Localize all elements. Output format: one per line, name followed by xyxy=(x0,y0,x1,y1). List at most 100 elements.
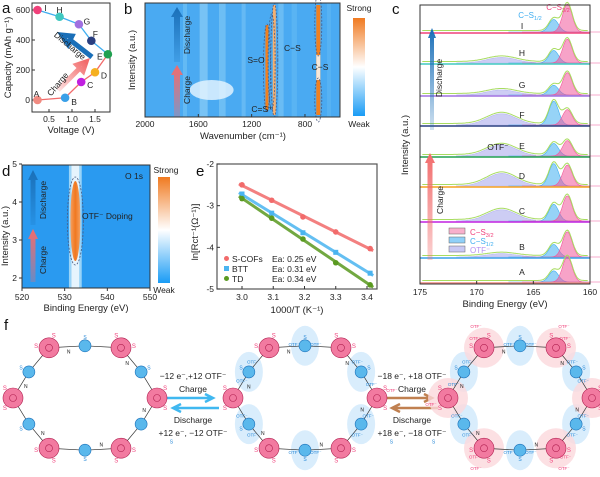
legend-label-TD: TD xyxy=(232,274,243,284)
y-axis-label: Capacity (mAh g⁻¹) xyxy=(3,17,14,99)
otf-label: OTF⁻ xyxy=(236,378,248,383)
colorbar-max-label: Strong xyxy=(153,165,178,175)
step2-discharge-arrow xyxy=(389,402,438,414)
benzotrithiophene-unit-pink xyxy=(38,337,60,359)
benzotrithiophene-unit-pink xyxy=(437,387,459,409)
fit-envelope-H xyxy=(422,36,588,62)
data-point-BTT xyxy=(300,230,306,236)
sulfur-label: S xyxy=(383,406,387,412)
heatmap-stripe xyxy=(291,3,297,117)
benzotrithiophene-unit-pink xyxy=(581,387,600,409)
thiophene-unit-blue xyxy=(242,417,256,431)
benzotrithiophene-unit-pink xyxy=(473,437,495,459)
thiophene-unit-blue xyxy=(78,339,92,353)
legend-label: C−S1/2 xyxy=(470,237,494,248)
x-tick-label: 1.0 xyxy=(66,114,78,124)
y-tick-label: 5 xyxy=(12,159,17,169)
panel-c-xps-s2p: IHGFEDCBAC−S3/2C−S1/2OTF⁻DischargeCharge… xyxy=(400,1,600,310)
otf-label: OTF⁻ xyxy=(558,324,570,329)
legend-marker xyxy=(224,266,229,271)
sulfur-label: S xyxy=(438,386,442,392)
sulfur-label: S xyxy=(83,335,87,341)
discharge-label: Discharge xyxy=(434,59,444,98)
heatmap-stripe xyxy=(199,3,208,117)
data-point-S-COFs xyxy=(332,229,339,235)
fit-envelope-C xyxy=(422,193,588,220)
data-point-I xyxy=(33,5,42,15)
otf-label: OTF⁻ xyxy=(525,450,537,455)
sulfur-label: S xyxy=(598,406,600,412)
state-label-C: C xyxy=(519,206,525,216)
nitrogen-label: N xyxy=(99,443,103,449)
state-label-F: F xyxy=(519,110,524,120)
sulfur-label: S xyxy=(3,406,7,412)
band-label-so: S=O xyxy=(247,55,265,65)
benzotrithiophene-unit-pink xyxy=(330,437,352,459)
data-point-S-COFs xyxy=(367,245,373,252)
y-tick-label: -5 xyxy=(206,284,214,294)
sulfur-label: S xyxy=(3,386,7,392)
sulfur-label: S xyxy=(518,457,522,463)
benzene-core xyxy=(480,343,488,352)
peak-cs32-C xyxy=(522,195,600,222)
plot-frame xyxy=(216,163,378,290)
otf-label: OTF⁻ xyxy=(363,414,375,419)
sulfur-label: S xyxy=(132,344,136,350)
sulfur-label: S xyxy=(598,386,600,392)
otf-label: OTF⁻ xyxy=(525,342,537,347)
band-label-cs-plus: C=S⁺ xyxy=(251,104,273,114)
benzotrithiophene-unit-pink xyxy=(330,337,352,359)
peak-otf-E xyxy=(455,144,536,157)
otf-label: OTF⁻ xyxy=(462,360,474,365)
colorbar-max-label: Strong xyxy=(346,3,371,13)
data-point-BTT xyxy=(333,249,339,255)
heatmap-stripe xyxy=(326,3,331,117)
peak-label-cs32: C−S3/2 xyxy=(546,3,570,14)
panel-label-c: c xyxy=(392,1,400,18)
sulfur-label: S xyxy=(390,440,394,446)
legend-ea-BTT: Ea: 0.31 eV xyxy=(272,264,317,274)
benzotrithiophene-unit-pink xyxy=(545,437,567,459)
otf-label: OTF⁻ xyxy=(451,414,463,419)
heatmap-stripe xyxy=(182,3,187,117)
benzene-core xyxy=(9,394,17,402)
fit-line-TD xyxy=(238,194,375,289)
thiophene-unit-blue xyxy=(134,417,148,431)
sulfur-label: S xyxy=(163,406,167,412)
sulfur-label: S xyxy=(163,386,167,392)
heatmap-stripe xyxy=(278,3,284,117)
panel-f-mechanism-diagram: −12 e⁻,+12 OTF⁻ Charge Discharge +12 e⁻, −1… xyxy=(2,324,600,471)
x-tick-label: 3.0 xyxy=(236,292,248,302)
nitrogen-label: N xyxy=(502,350,506,356)
sulfur-label: S xyxy=(147,365,151,371)
step2-top-label: −18 e⁻, +18 OTF⁻ xyxy=(378,371,447,381)
peak-otf-B xyxy=(456,253,536,258)
nitrogen-label: N xyxy=(247,385,251,391)
sulfur-label: S xyxy=(239,365,243,371)
panel-a-capacity-voltage: 0.5 1.0 1.5 0 200 400 600 Voltage (V) Capacity (… xyxy=(3,2,113,136)
otf-label: OTF⁻ xyxy=(289,450,301,455)
otf-label: OTF⁻ xyxy=(386,388,398,393)
otf-label: OTF⁻ xyxy=(310,450,322,455)
point-label-I: I xyxy=(44,3,46,13)
panel-e-arrhenius: 3.0 3.1 3.2 3.3 3.4 -2 -3 -4 -5 1000/T (K⁻¹) ln[Rc… xyxy=(190,159,378,316)
sulfur-label: S xyxy=(469,344,473,350)
nitrogen-label: N xyxy=(67,350,71,356)
step1-top-label: −12 e⁻,+12 OTF⁻ xyxy=(160,371,227,381)
colorbar-min-label: Weak xyxy=(348,119,370,129)
sulfur-label: S xyxy=(254,344,258,350)
data-point-C xyxy=(76,77,86,87)
benzotrithiophene-unit-pink xyxy=(258,437,280,459)
band-label-cs: C−S xyxy=(284,43,301,53)
panel-label-f: f xyxy=(4,317,9,334)
y-axis-label: ln[Rct⁻¹(Ω⁻¹)] xyxy=(190,204,201,261)
fit-envelope-E xyxy=(422,138,588,155)
sulfur-label: S xyxy=(334,334,338,340)
dashed-band-outline xyxy=(314,0,323,57)
nitrogen-label: N xyxy=(345,361,349,367)
x-tick-label: 800 xyxy=(298,119,312,129)
panel-d-o1s-heatmap: Discharge Charge O 1s OTF⁻ Doping 520 530 540 5… xyxy=(0,159,179,314)
thiophene-unit-blue xyxy=(457,365,471,379)
data-point-BTT xyxy=(269,210,275,216)
